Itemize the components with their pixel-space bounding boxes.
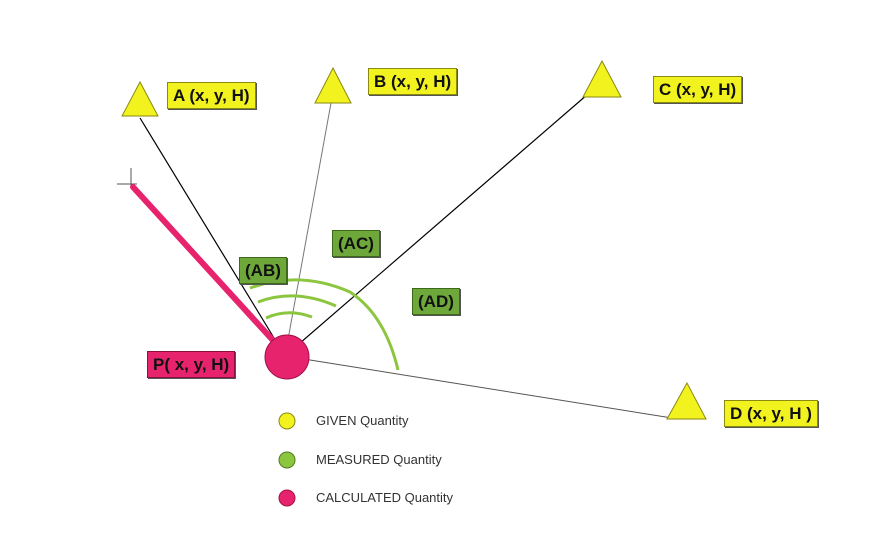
station-b-label: B (x, y, H) (368, 68, 458, 95)
angle-arc-ab (265, 311, 313, 320)
station-d-label: D (x, y, H ) (724, 400, 818, 427)
legend-measured-text: MEASURED Quantity (316, 452, 442, 467)
point-p-label: P( x, y, H) (147, 351, 236, 378)
station-b-triangle (314, 66, 352, 104)
station-d-triangle (666, 381, 707, 420)
sight-line-pa (139, 117, 286, 357)
angle-label-ab: (AB) (239, 257, 287, 284)
sight-line-pb (284, 102, 332, 357)
legend-given-text: GIVEN Quantity (316, 413, 409, 428)
point-p-circle (264, 334, 310, 380)
legend-calculated-marker (278, 489, 296, 507)
legend-given-marker (278, 412, 296, 430)
angle-arc-ac (257, 294, 337, 308)
station-c-label: C (x, y, H) (653, 76, 743, 103)
legend-calculated-text: CALCULATED Quantity (316, 490, 454, 505)
station-a-label: A (x, y, H) (167, 82, 256, 109)
angle-label-ac: (AC) (332, 230, 380, 257)
station-c-triangle (582, 59, 622, 98)
legend-measured-marker (278, 451, 296, 469)
sight-line-pd (284, 355, 673, 419)
sight-line-pc (284, 93, 589, 357)
angle-label-ad: (AD) (412, 288, 460, 315)
station-a-triangle (121, 80, 159, 117)
calculated-orientation-line (130, 184, 283, 351)
